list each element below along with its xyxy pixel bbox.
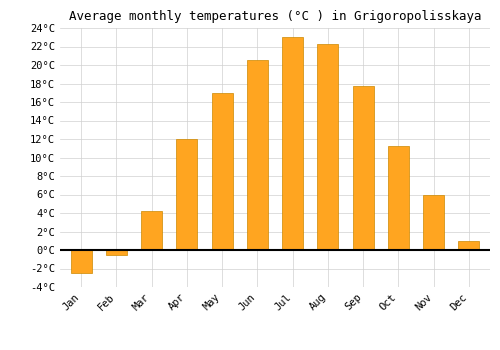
Bar (423, 195, 444, 250)
Bar (176, 139, 198, 250)
Bar (247, 60, 268, 250)
Title: Average monthly temperatures (°C ) in Grigoropolisskaya: Average monthly temperatures (°C ) in Gr… (69, 10, 481, 23)
Bar (106, 250, 127, 255)
Bar (141, 211, 162, 250)
Bar (318, 44, 338, 250)
Bar (458, 241, 479, 250)
Bar (388, 146, 409, 250)
Bar (352, 86, 374, 250)
Bar (212, 93, 233, 250)
Bar (70, 250, 92, 273)
Bar (282, 37, 303, 250)
